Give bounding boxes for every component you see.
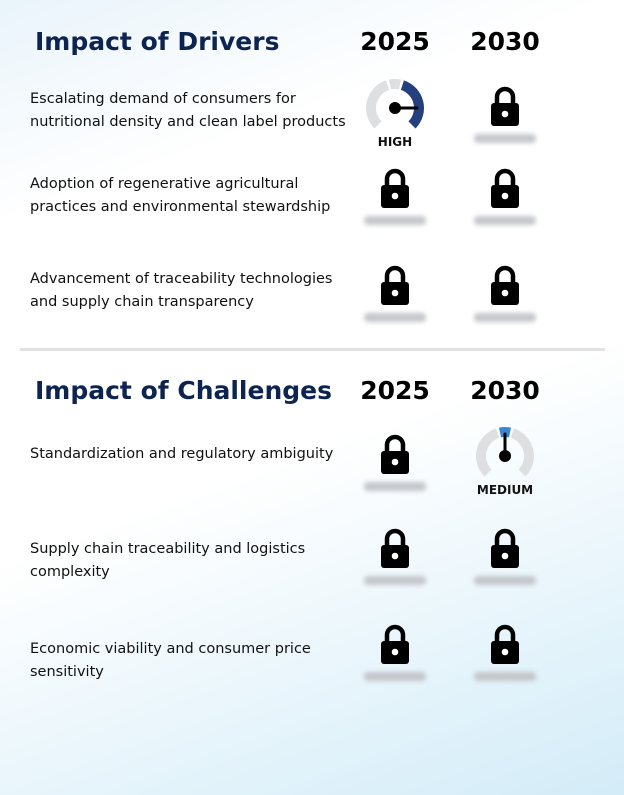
gauge	[476, 427, 534, 477]
blurred-rating	[474, 216, 536, 225]
row-label: Standardization and regulatory ambiguity	[30, 446, 334, 462]
year-header: 2025	[360, 376, 430, 405]
blurred-rating	[474, 576, 536, 585]
blurred-rating	[364, 216, 426, 225]
lock-icon	[491, 624, 519, 664]
year-header: 2025	[360, 27, 430, 56]
row-label: Supply chain traceability and logistics …	[30, 541, 306, 580]
lock-icon	[381, 168, 409, 208]
row-label: Economic viability and consumer price se…	[30, 641, 311, 680]
blurred-rating	[364, 313, 426, 322]
rating-label: MEDIUM	[476, 483, 534, 497]
blurred-rating	[364, 672, 426, 681]
divider	[20, 348, 605, 351]
blurred-rating	[474, 313, 536, 322]
lock-icon	[491, 168, 519, 208]
blurred-rating	[364, 482, 426, 491]
blurred-rating	[474, 134, 536, 143]
row-label: Adoption of regenerative agricultural pr…	[30, 176, 331, 215]
gauge	[366, 79, 424, 129]
lock-icon	[491, 528, 519, 568]
blurred-rating	[474, 672, 536, 681]
row-label: Advancement of traceability technologies…	[30, 271, 333, 310]
rating-label: HIGH	[377, 135, 413, 149]
lock-icon	[381, 434, 409, 474]
year-header: 2030	[470, 376, 540, 405]
lock-icon	[381, 265, 409, 305]
blurred-rating	[364, 576, 426, 585]
section-title: Impact of Challenges	[35, 376, 332, 405]
lock-icon	[491, 86, 519, 126]
year-header: 2030	[470, 27, 540, 56]
section-title: Impact of Drivers	[35, 27, 280, 56]
lock-icon	[381, 528, 409, 568]
lock-icon	[381, 624, 409, 664]
lock-icon	[491, 265, 519, 305]
row-label: Escalating demand of consumers for nutri…	[30, 91, 346, 130]
